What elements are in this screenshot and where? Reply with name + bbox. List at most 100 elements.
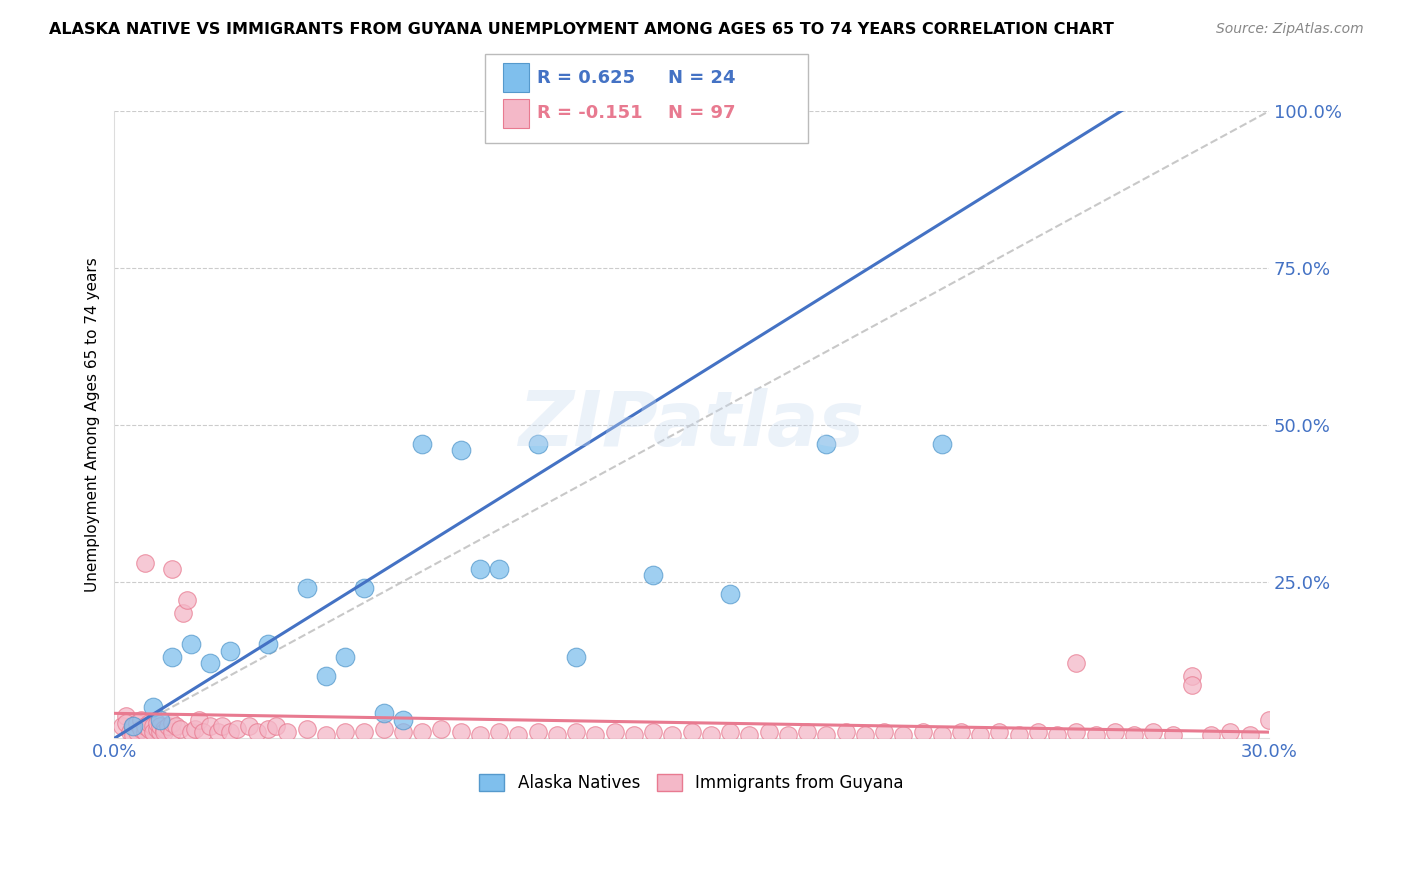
Point — [114, 709, 136, 723]
Point — [1142, 725, 1164, 739]
Point — [160, 562, 183, 576]
Point — [834, 725, 856, 739]
Point — [257, 637, 280, 651]
Point — [815, 728, 838, 742]
Point — [111, 719, 134, 733]
Point — [641, 568, 664, 582]
Point — [315, 669, 337, 683]
Point — [180, 637, 202, 651]
Point — [180, 725, 202, 739]
Text: R = 0.625: R = 0.625 — [537, 69, 636, 87]
Point — [218, 643, 240, 657]
Point — [127, 715, 149, 730]
Point — [1239, 728, 1261, 742]
Text: ALASKA NATIVE VS IMMIGRANTS FROM GUYANA UNEMPLOYMENT AMONG AGES 65 TO 74 YEARS C: ALASKA NATIVE VS IMMIGRANTS FROM GUYANA … — [49, 22, 1114, 37]
Point — [1258, 713, 1281, 727]
Point — [169, 722, 191, 736]
Point — [1199, 728, 1222, 742]
Point — [1046, 728, 1069, 742]
Text: R = -0.151: R = -0.151 — [537, 104, 643, 122]
Point — [373, 722, 395, 736]
Y-axis label: Unemployment Among Ages 65 to 74 years: Unemployment Among Ages 65 to 74 years — [86, 258, 100, 592]
Point — [246, 725, 269, 739]
Point — [738, 728, 761, 742]
Point — [118, 725, 141, 739]
Point — [165, 719, 187, 733]
Point — [1066, 656, 1088, 670]
Point — [315, 728, 337, 742]
Point — [488, 562, 510, 576]
Point — [931, 728, 953, 742]
Point — [776, 728, 799, 742]
Point — [969, 728, 991, 742]
Point — [142, 725, 165, 739]
Point — [218, 725, 240, 739]
Point — [257, 722, 280, 736]
Text: N = 24: N = 24 — [668, 69, 735, 87]
Point — [353, 725, 375, 739]
Point — [1066, 725, 1088, 739]
Point — [641, 725, 664, 739]
Point — [603, 725, 626, 739]
Point — [931, 436, 953, 450]
Point — [114, 715, 136, 730]
Point — [1084, 728, 1107, 742]
Point — [191, 725, 214, 739]
Point — [153, 725, 176, 739]
Point — [200, 656, 222, 670]
Point — [450, 725, 472, 739]
Point — [238, 719, 260, 733]
Point — [207, 725, 229, 739]
Point — [200, 719, 222, 733]
Point — [157, 719, 180, 733]
Point — [873, 725, 896, 739]
Point — [276, 725, 298, 739]
Point — [176, 593, 198, 607]
Point — [184, 722, 207, 736]
Point — [411, 436, 433, 450]
Point — [1104, 725, 1126, 739]
Point — [138, 715, 160, 730]
Point — [295, 722, 318, 736]
Point — [333, 649, 356, 664]
Point — [134, 556, 156, 570]
Point — [392, 713, 415, 727]
Point — [1123, 728, 1146, 742]
Point — [853, 728, 876, 742]
Point — [488, 725, 510, 739]
Point — [468, 728, 491, 742]
Point — [226, 722, 249, 736]
Point — [411, 725, 433, 739]
Point — [142, 719, 165, 733]
Point — [1219, 725, 1241, 739]
Point — [891, 728, 914, 742]
Point — [430, 722, 453, 736]
Text: Source: ZipAtlas.com: Source: ZipAtlas.com — [1216, 22, 1364, 37]
Point — [129, 713, 152, 727]
Point — [526, 436, 548, 450]
Point — [160, 725, 183, 739]
Point — [526, 725, 548, 739]
Point — [145, 722, 167, 736]
Legend: Alaska Natives, Immigrants from Guyana: Alaska Natives, Immigrants from Guyana — [472, 768, 910, 799]
Point — [142, 700, 165, 714]
Point — [565, 649, 588, 664]
Point — [129, 722, 152, 736]
Point — [681, 725, 703, 739]
Point — [949, 725, 972, 739]
Point — [623, 728, 645, 742]
Point — [149, 725, 172, 739]
Text: ZIPatlas: ZIPatlas — [519, 388, 865, 462]
Point — [468, 562, 491, 576]
Point — [718, 587, 741, 601]
Point — [295, 581, 318, 595]
Point — [815, 436, 838, 450]
Point — [700, 728, 723, 742]
Point — [508, 728, 530, 742]
Point — [160, 649, 183, 664]
Point — [796, 725, 818, 739]
Point — [988, 725, 1011, 739]
Point — [718, 725, 741, 739]
Point — [122, 719, 145, 733]
Point — [758, 725, 780, 739]
